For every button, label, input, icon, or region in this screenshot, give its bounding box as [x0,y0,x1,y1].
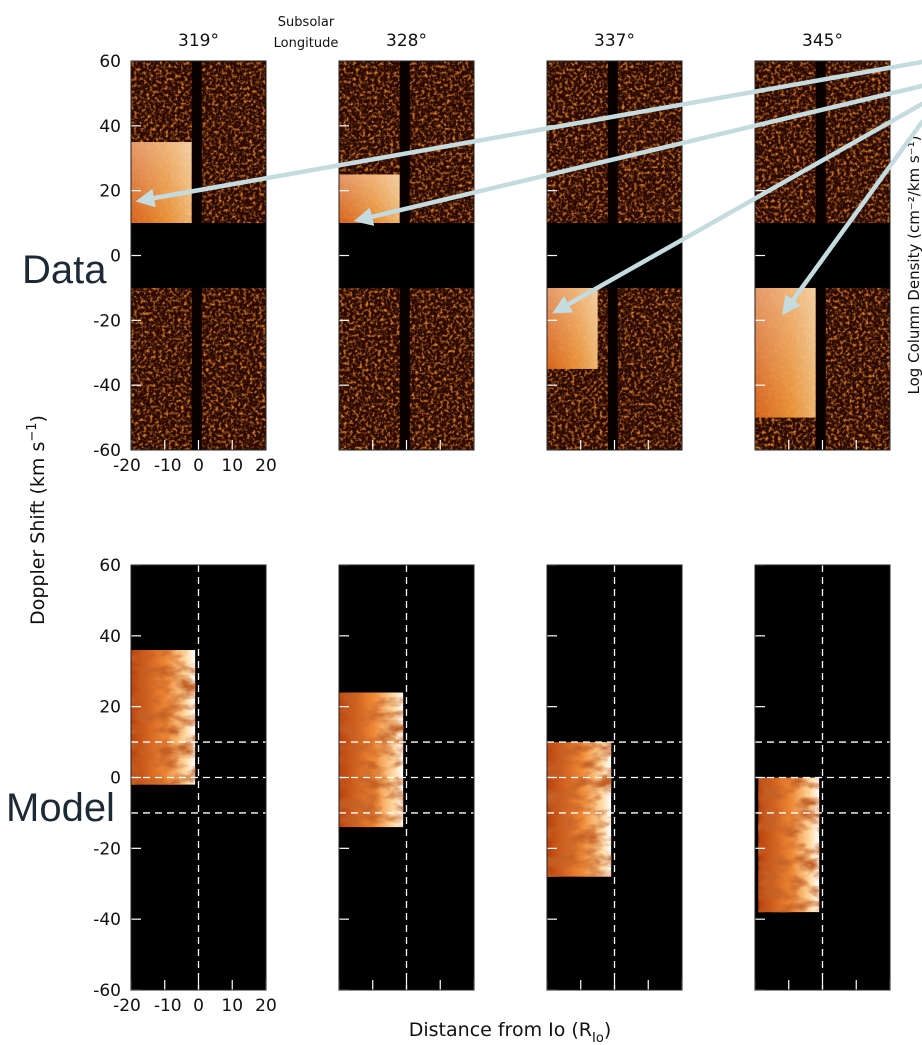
y-tick-label: -20 [93,311,121,331]
y-tick-label: -60 [93,981,121,1001]
subsolar-label-line1: Subsolar [278,15,335,30]
panel-frame [546,60,683,451]
y-tick-label: 0 [110,769,121,789]
panel-frame [546,564,683,991]
masked-band [755,223,890,288]
x-tick-label: -20 [113,996,141,1016]
x-tick-label: -10 [154,456,182,476]
subsolar-label-line2: Longitude [274,36,339,51]
y-tick-label: 40 [99,117,121,137]
model-panel-2 [546,564,683,991]
y-tick-label: 40 [99,627,121,647]
pointer-arrow-1 [353,83,922,226]
y-tick-label: 0 [110,247,121,267]
x-tick-label: 20 [255,996,277,1016]
panel-title-3: 345° [802,31,843,51]
row-label-data: Data [22,248,107,292]
x-tick-label: 0 [193,996,204,1016]
panel-frame [754,60,891,451]
x-axis-label: Distance from Io (RIo) [409,1019,611,1045]
x-tick-label: -10 [154,996,182,1016]
x-tick-label: 10 [221,996,243,1016]
panel-frame [754,564,891,991]
x-tick-label: 10 [221,456,243,476]
data-panel-2 [546,60,683,451]
y-tick-label: 60 [99,556,121,576]
masked-band [131,223,266,288]
data-panel-3 [754,60,891,451]
y-tick-label: -20 [93,839,121,859]
data-panel-1 [338,60,475,451]
panel-title-1: 328° [386,31,427,51]
x-tick-label: 20 [255,456,277,476]
y-axis-label: Doppler Shift (km s−1) [25,415,49,625]
x-tick-label: 0 [193,456,204,476]
panel-frame [130,60,267,451]
panel-title-0: 319° [178,31,219,51]
panel-frame [130,564,267,991]
panel-frame [338,564,475,991]
y-tick-label: 60 [99,52,121,72]
model-panel-3 [754,564,891,991]
panel-frame [338,60,475,451]
masked-band [339,223,474,288]
y-tick-label: 20 [99,698,121,718]
x-tick-label: -20 [113,456,141,476]
y-tick-label: 20 [99,182,121,202]
colorbar-label: Log Column Density (cm⁻²/km s⁻¹) [905,136,922,395]
model-panel-1 [338,564,475,991]
row-label-model: Model [6,786,115,830]
y-tick-label: -40 [93,910,121,930]
y-tick-label: -60 [93,441,121,461]
pointer-arrow-2 [552,101,922,314]
panel-title-2: 337° [594,31,635,51]
pointer-arrow-3 [782,119,922,316]
y-tick-label: -40 [93,376,121,396]
pointer-arrow-0 [135,59,922,208]
